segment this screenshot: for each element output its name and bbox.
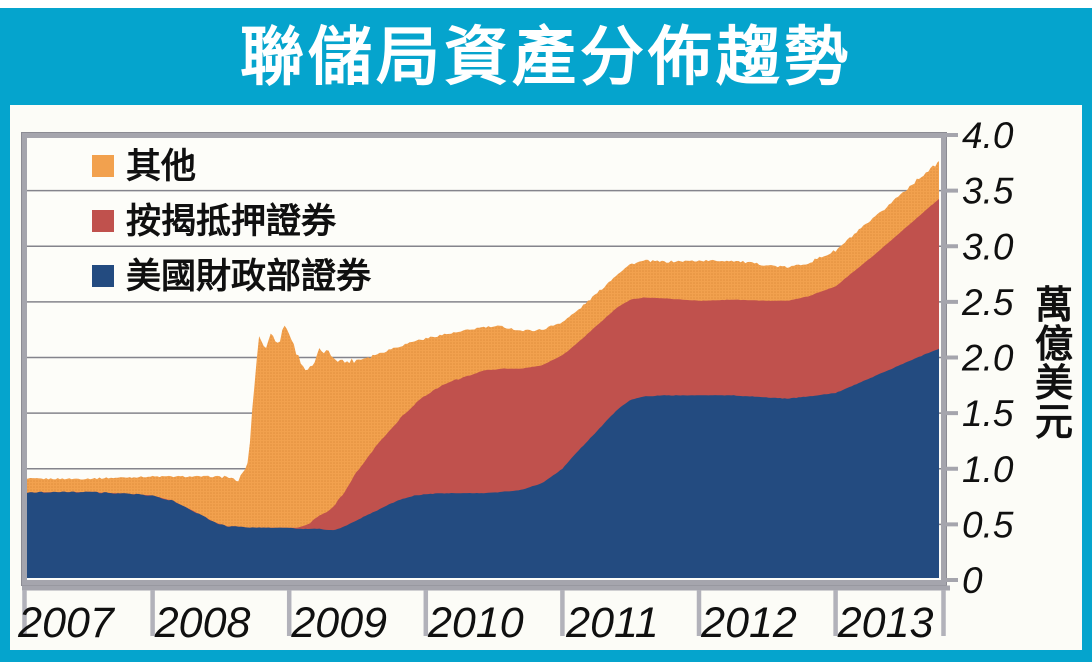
y-axis-ticks [944, 133, 958, 582]
top-white-strip [0, 0, 1092, 8]
area-treasury [27, 348, 939, 578]
unit-label-char: 億 [1035, 324, 1073, 366]
unit-label-char: 美 [1035, 363, 1073, 405]
x-tick-label: 2010 [427, 599, 524, 647]
legend-label: 其他 [126, 147, 196, 186]
chart-panel: 2007 2008 2009 2010 2011 2012 2013 0 0.5 1.0 1.5 2.… [10, 105, 1082, 650]
legend-label: 按揭抵押證券 [126, 201, 337, 241]
x-tick-label: 2013 [837, 599, 934, 647]
y-tick-label: 3.0 [962, 226, 1014, 267]
x-tick-label: 2012 [700, 599, 797, 647]
y-axis-labels: 0 0.5 1.0 1.5 2.0 2.5 3.0 3.5 4.0 [961, 115, 1014, 601]
plot-frame [22, 133, 946, 585]
legend-swatch [92, 265, 114, 287]
x-axis-ticks [22, 590, 946, 636]
x-tick-label: 2007 [17, 599, 116, 647]
legend-swatch [92, 210, 114, 232]
y-tick-label: 0 [962, 560, 983, 601]
legend-label: 美國財政部證券 [126, 256, 372, 296]
y-tick-label: 4.0 [962, 115, 1014, 156]
x-axis-labels: 2007 2008 2009 2010 2011 2012 2013 [17, 599, 933, 647]
y-tick-label: 1.0 [962, 449, 1014, 490]
legend-swatch [92, 155, 114, 177]
y-tick-label: 3.5 [962, 171, 1014, 212]
y-tick-label: 2.5 [961, 282, 1014, 323]
page-title: 聯儲局資產分佈趨勢 [240, 20, 852, 93]
y-tick-label: 0.5 [962, 504, 1014, 545]
x-tick-label: 2008 [154, 599, 251, 647]
x-tick-label: 2011 [565, 599, 658, 647]
area-series [27, 161, 939, 578]
x-tick-label: 2009 [290, 599, 387, 647]
y-tick-label: 1.5 [962, 393, 1014, 434]
title-bar: 聯儲局資產分佈趨勢 [0, 8, 1092, 105]
chart: 2007 2008 2009 2010 2011 2012 2013 0 0.5 1.0 1.5 2.… [17, 115, 1073, 647]
y-tick-label: 2.0 [961, 338, 1014, 379]
unit-label-char: 萬 [1035, 285, 1073, 327]
unit-label-char: 元 [1035, 402, 1073, 444]
